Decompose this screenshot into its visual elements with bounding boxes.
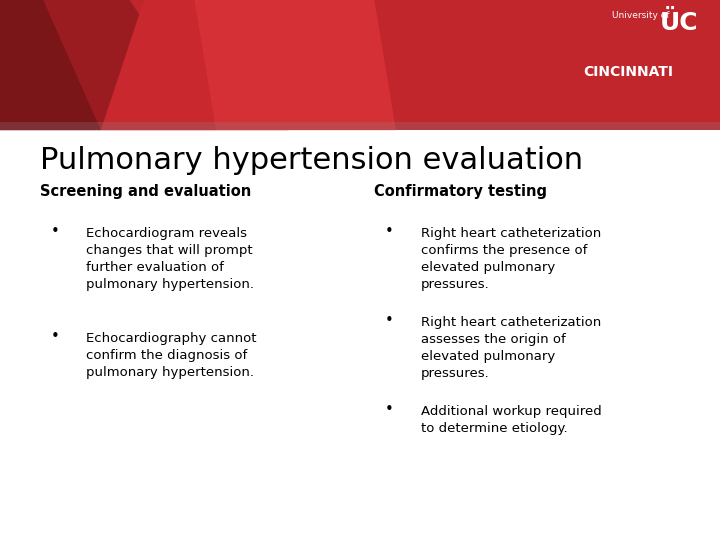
Text: •: • [50,329,59,345]
Text: University of: University of [612,11,670,20]
Text: Screening and evaluation: Screening and evaluation [40,184,251,199]
Text: •: • [385,224,394,239]
Bar [0,0,720,130]
Text: Pulmonary hypertension evaluation: Pulmonary hypertension evaluation [40,146,582,176]
Text: •: • [385,313,394,328]
Text: ÜC: ÜC [660,11,698,35]
Text: Right heart catheterization
confirms the presence of
elevated pulmonary
pressure: Right heart catheterization confirms the… [421,227,601,291]
Text: Right heart catheterization
assesses the origin of
elevated pulmonary
pressures.: Right heart catheterization assesses the… [421,316,601,380]
Polygon shape [0,0,216,130]
Text: Echocardiography cannot
confirm the diagnosis of
pulmonary hypertension.: Echocardiography cannot confirm the diag… [86,332,257,379]
Polygon shape [101,0,288,130]
Text: •: • [50,224,59,239]
Text: CINCINNATI: CINCINNATI [583,65,673,79]
Polygon shape [194,0,396,130]
Bar [0,130,720,540]
Text: Echocardiogram reveals
changes that will prompt
further evaluation of
pulmonary : Echocardiogram reveals changes that will… [86,227,254,291]
Polygon shape [0,122,720,130]
Text: Confirmatory testing: Confirmatory testing [374,184,547,199]
Text: Additional workup required
to determine etiology.: Additional workup required to determine … [421,405,602,435]
Polygon shape [0,0,101,130]
Text: •: • [385,402,394,417]
